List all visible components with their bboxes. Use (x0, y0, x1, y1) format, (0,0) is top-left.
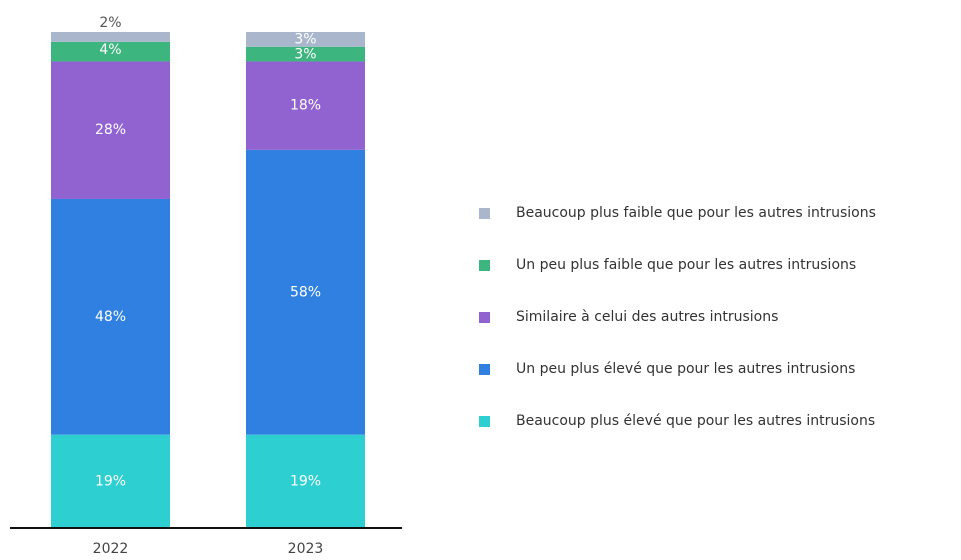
legend-swatch (479, 260, 490, 271)
data-label: 2% (99, 15, 121, 31)
legend-label: Similaire à celui des autres intrusions (516, 309, 778, 325)
data-label: 28% (95, 122, 126, 138)
legend-label: Un peu plus élevé que pour les autres in… (516, 361, 855, 377)
data-label: 3% (294, 47, 316, 63)
legend-label: Un peu plus faible que pour les autres i… (516, 257, 856, 273)
bar-segment (51, 41, 170, 62)
bar-segment (51, 434, 170, 528)
bar-segment (246, 434, 365, 528)
bar-segment (51, 61, 170, 199)
legend-swatch (479, 416, 490, 427)
bar-segment (246, 46, 365, 62)
data-label: 48% (95, 309, 126, 325)
data-label: 3% (294, 31, 316, 47)
legend-swatch (479, 312, 490, 323)
bar-segment (246, 149, 365, 435)
bar-segment (246, 32, 365, 47)
data-label: 18% (290, 98, 321, 114)
bar-segment (51, 32, 170, 42)
legend-swatch (479, 208, 490, 219)
x-tick-label: 2023 (288, 541, 324, 557)
legend-swatch (479, 364, 490, 375)
data-label: 4% (99, 42, 121, 58)
data-label: 19% (95, 473, 126, 489)
legend-label: Beaucoup plus élevé que pour les autres … (516, 413, 875, 429)
bar-segment (246, 61, 365, 150)
legend-label: Beaucoup plus faible que pour les autres… (516, 205, 876, 221)
data-label: 58% (290, 284, 321, 300)
bar-segment (51, 198, 170, 435)
data-label: 19% (290, 473, 321, 489)
x-tick-label: 2022 (93, 541, 129, 557)
